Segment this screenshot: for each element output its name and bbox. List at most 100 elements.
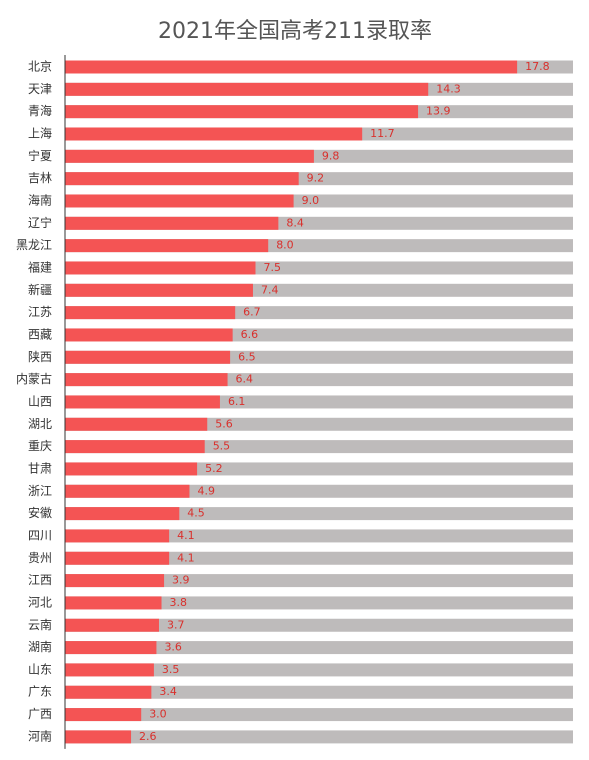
category-label: 新疆 [28, 282, 52, 297]
bar [65, 730, 132, 744]
bar [65, 149, 314, 163]
category-label: 湖南 [28, 639, 52, 654]
category-label: 山西 [28, 394, 52, 408]
value-label: 9.0 [302, 194, 320, 207]
track [65, 507, 573, 521]
bar [65, 395, 220, 409]
value-label: 4.1 [177, 529, 195, 542]
value-label: 9.2 [307, 172, 325, 185]
category-label: 内蒙古 [16, 371, 52, 386]
value-label: 3.6 [164, 641, 182, 654]
value-label: 3.9 [172, 574, 190, 587]
value-label: 3.8 [170, 596, 188, 609]
category-label: 宁夏 [28, 148, 52, 163]
bar [65, 283, 253, 297]
category-label: 甘肃 [28, 461, 52, 475]
category-label: 西藏 [28, 327, 52, 341]
value-label: 4.1 [177, 551, 195, 564]
bar [65, 685, 152, 699]
bar [65, 507, 180, 521]
value-label: 13.9 [426, 105, 451, 118]
bar [65, 484, 190, 498]
track [65, 618, 573, 632]
bar [65, 172, 299, 186]
value-label: 6.7 [243, 306, 261, 319]
category-label: 四川 [28, 528, 52, 542]
value-label: 3.0 [149, 708, 167, 721]
track [65, 708, 573, 722]
track [65, 685, 573, 699]
track [65, 574, 573, 588]
category-label: 青海 [28, 103, 52, 118]
bar [65, 618, 159, 632]
value-label: 4.5 [187, 507, 205, 520]
category-label: 江西 [28, 573, 52, 587]
bar [65, 60, 518, 74]
category-label: 湖北 [28, 416, 52, 431]
track [65, 484, 573, 498]
bar [65, 529, 170, 543]
category-label: 广西 [28, 707, 52, 721]
bar [65, 440, 205, 454]
category-label: 北京 [28, 60, 52, 74]
value-label: 17.8 [525, 60, 550, 73]
category-label: 陕西 [28, 349, 52, 364]
category-label: 山东 [28, 662, 52, 676]
bar [65, 551, 170, 565]
bar [65, 462, 198, 476]
value-label: 6.6 [241, 328, 259, 341]
category-label: 江苏 [28, 305, 52, 319]
category-label: 重庆 [28, 439, 52, 453]
bar [65, 216, 279, 230]
bar [65, 708, 142, 722]
value-label: 3.7 [167, 618, 185, 631]
bar [65, 641, 157, 655]
chart-title: 2021年全国高考211录取率 [158, 19, 432, 44]
bar [65, 328, 233, 342]
value-label: 4.9 [197, 484, 215, 497]
bar [65, 596, 162, 610]
category-label: 辽宁 [28, 215, 52, 230]
bar [65, 417, 208, 431]
value-label: 7.5 [264, 261, 282, 274]
track [65, 551, 573, 565]
category-label: 云南 [28, 617, 52, 632]
value-label: 6.5 [238, 350, 256, 363]
bar [65, 194, 294, 208]
value-label: 3.5 [162, 663, 180, 676]
bar [65, 663, 154, 677]
value-label: 6.4 [236, 373, 254, 386]
value-label: 8.0 [276, 239, 294, 252]
bar [65, 127, 363, 141]
category-label: 海南 [28, 192, 52, 207]
category-label: 上海 [28, 125, 52, 140]
track [65, 529, 573, 543]
value-label: 14.3 [436, 82, 461, 95]
bar [65, 82, 429, 96]
category-label: 天津 [28, 82, 52, 96]
value-label: 2.6 [139, 730, 157, 743]
category-label: 黑龙江 [16, 238, 52, 252]
bar [65, 239, 269, 253]
category-label: 贵州 [28, 551, 52, 565]
value-label: 11.7 [370, 127, 395, 140]
bar [65, 261, 256, 275]
category-label: 吉林 [28, 171, 52, 185]
track [65, 596, 573, 610]
bar [65, 306, 236, 320]
category-label: 安徽 [28, 505, 52, 520]
value-label: 5.2 [205, 462, 223, 475]
value-label: 9.8 [322, 149, 340, 162]
category-label: 广东 [28, 685, 52, 699]
value-label: 8.4 [286, 216, 304, 229]
bar [65, 350, 231, 364]
track [65, 730, 573, 744]
bar [65, 373, 228, 387]
value-label: 7.4 [261, 283, 279, 296]
value-label: 3.4 [159, 685, 177, 698]
category-label: 河北 [28, 595, 52, 609]
category-label: 河南 [28, 728, 52, 743]
value-label: 5.6 [215, 417, 233, 430]
category-label: 福建 [28, 259, 52, 274]
